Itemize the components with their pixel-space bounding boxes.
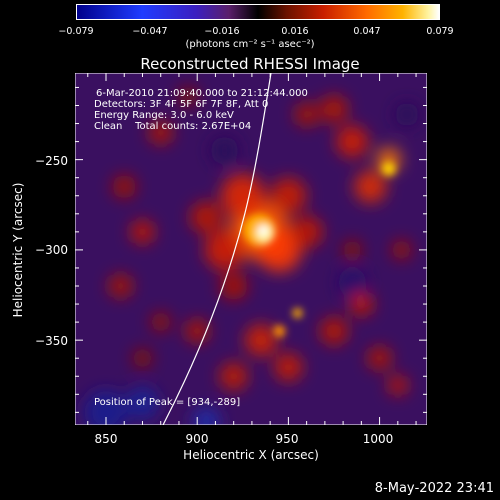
colorbar-tick: −0.079	[58, 26, 94, 37]
emission-blob	[190, 201, 223, 234]
emission-peak	[257, 225, 268, 236]
emission-blob	[354, 170, 387, 203]
footer-date: 8‑May‑2022 23:41	[374, 481, 494, 496]
x-axis-label: Heliocentric X (arcsec)	[183, 448, 319, 462]
energy-range-label: Energy Range: 3.0 ‑ 6.0 keV	[94, 110, 234, 121]
emission-blob	[130, 219, 155, 244]
colorbar-tick: 0.079	[426, 26, 454, 37]
emission-blob	[112, 174, 137, 199]
emission-blob	[319, 317, 348, 346]
emission-blob	[219, 272, 248, 301]
colorbar-tick: −0.016	[204, 26, 240, 37]
x-tick-label: 850	[94, 432, 118, 446]
y-tick-label: −300	[35, 243, 68, 257]
emission-peak	[273, 325, 286, 338]
chart-title: Reconstructed RHESSI Image	[140, 55, 360, 73]
colorbar-tick: 0.016	[281, 26, 309, 37]
emission-blob	[367, 346, 392, 371]
emission-blob	[294, 102, 319, 127]
negative-patch	[210, 136, 239, 165]
negative-patch	[84, 390, 128, 425]
peak-position-label: Position of Peak = [934,‑289]	[94, 397, 241, 408]
emission-blob	[108, 274, 133, 299]
emission-blob	[349, 292, 374, 317]
negative-patch	[126, 387, 159, 420]
emission-blob	[274, 353, 303, 382]
emission-blob	[150, 312, 171, 333]
emission-peak	[381, 161, 396, 176]
clean-counts-label: Clean Total counts: 2.67E+04	[94, 121, 252, 132]
negative-patch	[394, 102, 419, 127]
time-range-label: 6‑Mar‑2010 21:09:40.000 to 21:12:44.000	[96, 88, 308, 99]
emission-blob	[391, 239, 412, 260]
y-tick-label: −250	[35, 154, 68, 168]
emission-blob	[245, 324, 278, 357]
y-axis-label: Heliocentric Y (arcsec)	[11, 182, 25, 318]
emission-blob	[220, 173, 265, 218]
emission-peak	[292, 308, 303, 319]
x-tick-label: 950	[275, 432, 299, 446]
plot-area	[75, 73, 427, 425]
colorbar-tick: 0.047	[353, 26, 381, 37]
emission-blob	[148, 120, 173, 145]
negative-patch	[338, 268, 367, 297]
emission-blob	[204, 229, 245, 270]
emission-blob	[336, 125, 369, 158]
emission-blob	[290, 215, 323, 248]
solar-limb-line	[162, 73, 272, 425]
emission-blob	[132, 348, 153, 369]
colorbar-tick: −0.047	[132, 26, 168, 37]
axis-ticks	[75, 73, 427, 425]
x-tick-label: 900	[185, 432, 209, 446]
detectors-label: Detectors: 3F 4F 5F 6F 7F 8F, Att 0	[94, 99, 269, 110]
x-tick-label: 1000	[362, 432, 394, 446]
colorbar	[76, 4, 440, 20]
y-tick-label: −350	[35, 334, 68, 348]
negative-patch	[192, 407, 221, 425]
emission-blob	[270, 177, 307, 214]
emission-blob	[178, 86, 199, 107]
colorbar-unit-label: (photons cm⁻² s⁻¹ asec⁻²)	[185, 39, 315, 50]
emission-blob	[342, 239, 363, 260]
emission-blob	[387, 375, 408, 396]
emission-blob	[319, 95, 348, 124]
emission-blob	[219, 362, 248, 391]
emission-core	[243, 161, 396, 338]
